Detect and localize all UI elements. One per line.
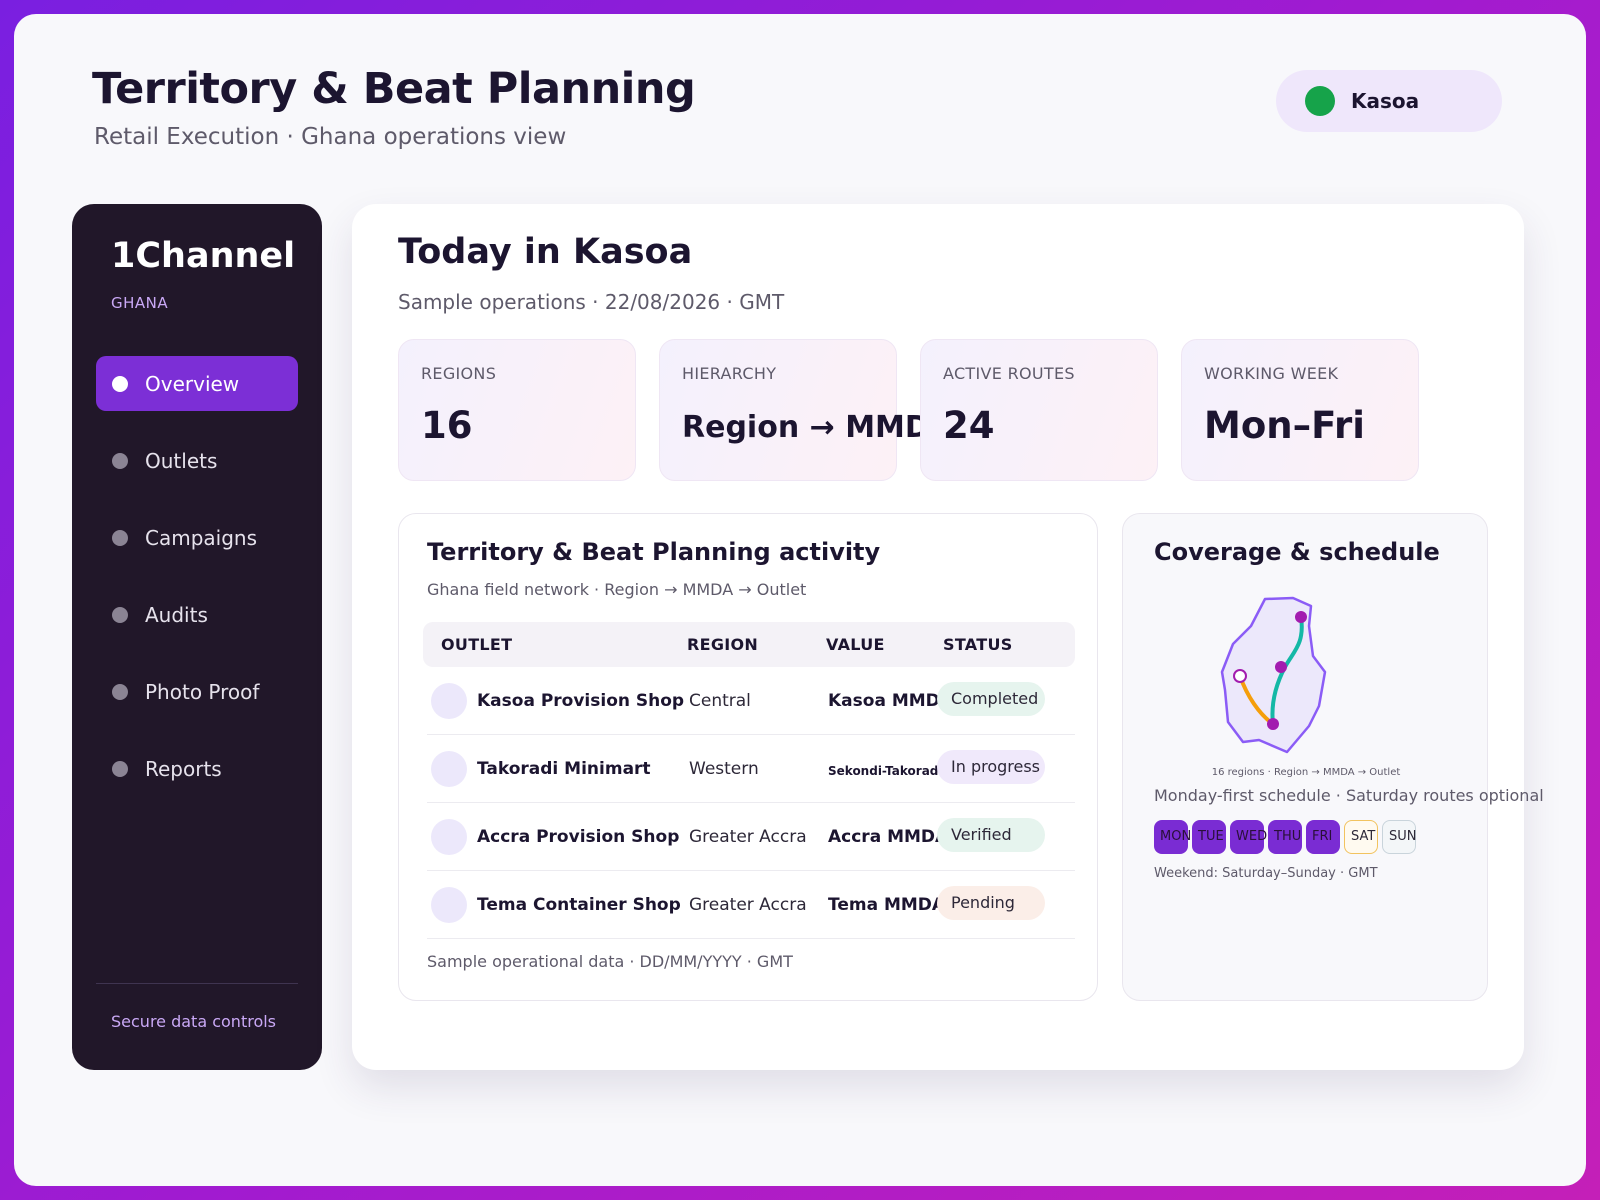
day-chip-mon[interactable]: MON	[1154, 820, 1191, 854]
outlet-name: Kasoa Provision Shop	[477, 691, 685, 711]
brand-logo: 1Channel	[111, 236, 296, 276]
status-badge: In progress	[937, 750, 1045, 784]
brand-country: GHANA	[111, 294, 169, 312]
outlet-region: Greater Accra	[689, 827, 807, 847]
kpi-value: 24	[943, 404, 995, 447]
nav-dot-icon	[112, 452, 128, 469]
sidebar-item-label: Campaigns	[145, 525, 258, 550]
sidebar: 1Channel GHANA Overview Outlets Campaign…	[72, 204, 322, 1070]
day-chip-thu[interactable]: THU	[1268, 820, 1302, 854]
outlet-value: Tema MMDA	[828, 895, 946, 915]
outlet-avatar	[431, 887, 467, 923]
sidebar-item-label: Photo Proof	[145, 679, 260, 704]
column-header-outlet[interactable]: OUTLET	[441, 635, 513, 654]
nav-dot-icon	[112, 760, 128, 777]
nav-dot-icon	[112, 683, 128, 700]
day-chip-sun[interactable]: SUN	[1382, 820, 1417, 854]
outlet-avatar	[431, 819, 467, 855]
table-row[interactable]: Takoradi Minimart Western Sekondi-Takora…	[427, 735, 1075, 803]
outlet-region: Greater Accra	[689, 895, 807, 915]
kpi-card-hierarchy: HIERARCHY Region → MMDA	[659, 339, 953, 481]
main-title: Today in Kasoa	[398, 232, 693, 272]
outlet-name: Tema Container Shop	[477, 895, 681, 915]
secure-data-controls-link[interactable]: Secure data controls	[111, 1012, 277, 1031]
route-marker	[1275, 661, 1287, 673]
table-row[interactable]: Kasoa Provision Shop Central Kasoa MMDA …	[427, 667, 1075, 735]
route-marker	[1295, 611, 1307, 623]
table-row[interactable]: Accra Provision Shop Greater Accra Accra…	[427, 803, 1075, 871]
outlet-value: Kasoa MMDA	[828, 691, 953, 711]
kpi-card-active-routes: ACTIVE ROUTES 24	[920, 339, 1158, 481]
map-caption: 16 regions · Region → MMDA → Outlet	[1211, 767, 1401, 778]
outlet-avatar	[431, 683, 467, 719]
page-subtitle: Retail Execution · Ghana operations view	[94, 124, 567, 150]
sidebar-item-overview[interactable]: Overview	[96, 356, 298, 411]
sidebar-item-campaigns[interactable]: Campaigns	[96, 510, 298, 565]
status-badge: Pending	[937, 886, 1045, 920]
outlet-name: Accra Provision Shop	[477, 827, 680, 847]
outlet-region: Central	[689, 691, 751, 711]
activity-title: Territory & Beat Planning activity	[427, 538, 881, 566]
main-subtitle: Sample operations · 22/08/2026 · GMT	[398, 290, 785, 314]
day-chip-wed[interactable]: WED	[1230, 820, 1267, 854]
main-panel: Today in Kasoa Sample operations · 22/08…	[352, 204, 1544, 1070]
page-title: Territory & Beat Planning	[92, 64, 696, 114]
table-header: OUTLET REGION VALUE STATUS	[423, 622, 1075, 667]
kpi-card-regions: REGIONS 16	[398, 339, 636, 481]
column-header-status[interactable]: STATUS	[943, 635, 1013, 654]
location-name: Kasoa	[1351, 89, 1420, 113]
schedule-note: Monday-first schedule · Saturday routes …	[1154, 786, 1544, 805]
activity-subtitle: Ghana field network · Region → MMDA → Ou…	[427, 580, 807, 599]
sidebar-item-outlets[interactable]: Outlets	[96, 433, 298, 488]
sidebar-item-label: Outlets	[145, 448, 218, 473]
kpi-card-working-week: WORKING WEEK Mon–Fri	[1181, 339, 1419, 481]
outlet-value: Accra MMDA	[828, 827, 949, 847]
column-header-region[interactable]: REGION	[687, 635, 759, 654]
kpi-label: WORKING WEEK	[1204, 364, 1339, 383]
app-frame: Territory & Beat Planning Retail Executi…	[14, 14, 1586, 1186]
kpi-value: 16	[421, 404, 473, 447]
kpi-label: HIERARCHY	[682, 364, 777, 383]
kpi-label: REGIONS	[421, 364, 497, 383]
nav-dot-icon	[112, 529, 128, 546]
nav-dot-icon	[112, 606, 128, 623]
weekday-selector: MON TUE WED THU FRI SAT SUN	[1154, 820, 1434, 856]
sidebar-divider	[96, 983, 298, 984]
location-selector[interactable]: Kasoa	[1276, 70, 1502, 132]
outlet-name: Takoradi Minimart	[477, 759, 651, 779]
status-badge: Completed	[937, 682, 1045, 716]
table-row[interactable]: Tema Container Shop Greater Accra Tema M…	[427, 871, 1075, 939]
sidebar-item-label: Audits	[145, 602, 208, 627]
sidebar-item-photo-proof[interactable]: Photo Proof	[96, 664, 298, 719]
ghana-map-icon	[1220, 596, 1327, 754]
sidebar-item-reports[interactable]: Reports	[96, 741, 298, 796]
activity-card: Territory & Beat Planning activity Ghana…	[398, 513, 1098, 1001]
outlet-avatar	[431, 751, 467, 787]
kpi-value: Region → MMDA	[682, 410, 954, 445]
sidebar-item-label: Overview	[145, 371, 240, 396]
day-chip-sat[interactable]: SAT	[1344, 820, 1378, 854]
nav-dot-icon	[112, 375, 128, 392]
column-header-value[interactable]: VALUE	[826, 635, 885, 654]
activity-footer: Sample operational data · DD/MM/YYYY · G…	[427, 952, 793, 971]
route-start-marker	[1233, 669, 1247, 683]
status-badge: Verified	[937, 818, 1045, 852]
sidebar-nav: Overview Outlets Campaigns Audits Photo …	[96, 356, 298, 818]
kpi-label: ACTIVE ROUTES	[943, 364, 1075, 383]
coverage-title: Coverage & schedule	[1154, 538, 1440, 566]
sidebar-item-label: Reports	[145, 756, 222, 781]
coverage-card: Coverage & schedule 16 regions · Region …	[1122, 513, 1544, 1001]
outlet-region: Western	[689, 759, 759, 779]
kpi-value: Mon–Fri	[1204, 404, 1365, 447]
location-status-dot-icon	[1305, 86, 1335, 116]
route-marker	[1267, 718, 1279, 730]
day-chip-fri[interactable]: FRI	[1306, 820, 1340, 854]
weekend-note: Weekend: Saturday–Sunday · GMT	[1154, 866, 1378, 881]
day-chip-tue[interactable]: TUE	[1192, 820, 1226, 854]
sidebar-item-audits[interactable]: Audits	[96, 587, 298, 642]
